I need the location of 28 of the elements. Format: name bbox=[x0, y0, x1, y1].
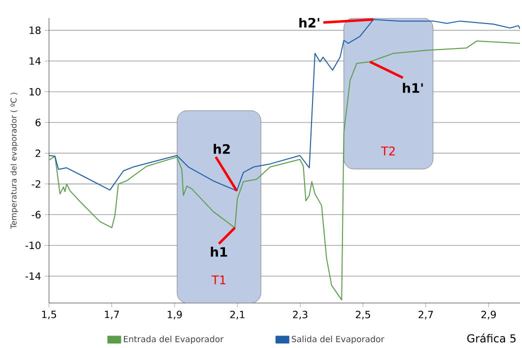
x-tick-label: 1,7 bbox=[104, 310, 119, 320]
y-tick-label: 6 bbox=[36, 118, 41, 126]
x-tick-label: 2,9 bbox=[481, 310, 496, 320]
annotation: h2 bbox=[214, 144, 230, 154]
x-tick-label: 1,5 bbox=[42, 310, 56, 320]
y-tick-label: 18 bbox=[30, 26, 41, 34]
y-tick-label: 2 bbox=[36, 149, 40, 157]
line-series bbox=[49, 19, 520, 192]
x-tick-label: 2,5 bbox=[356, 310, 370, 320]
x-tick-label: 1,9 bbox=[168, 310, 182, 320]
x-tick-label: 2,1 bbox=[230, 310, 244, 320]
band-label: T1 bbox=[212, 276, 226, 284]
y-tick-label: 10 bbox=[30, 88, 41, 96]
y-tick-label: -14 bbox=[25, 272, 41, 280]
y-tick-label: -2 bbox=[32, 180, 40, 188]
annotation: h2' bbox=[299, 18, 320, 28]
y-tick-label: -10 bbox=[25, 242, 41, 250]
band-label: T2 bbox=[380, 146, 395, 156]
x-tick-label: 2,3 bbox=[293, 310, 308, 320]
y-tick-label: 14 bbox=[30, 57, 41, 65]
legend-label: Salida del Evaporador bbox=[292, 336, 384, 344]
annotation: h1' bbox=[402, 82, 423, 93]
y-tick-label: -6 bbox=[32, 210, 41, 218]
line-series bbox=[49, 40, 520, 300]
legend-label: Entrada del Evaporador bbox=[124, 336, 224, 344]
x-tick-label: 2,7 bbox=[418, 310, 433, 320]
text: Gráfica 5 bbox=[467, 334, 516, 342]
annotation: h1 bbox=[210, 246, 228, 257]
